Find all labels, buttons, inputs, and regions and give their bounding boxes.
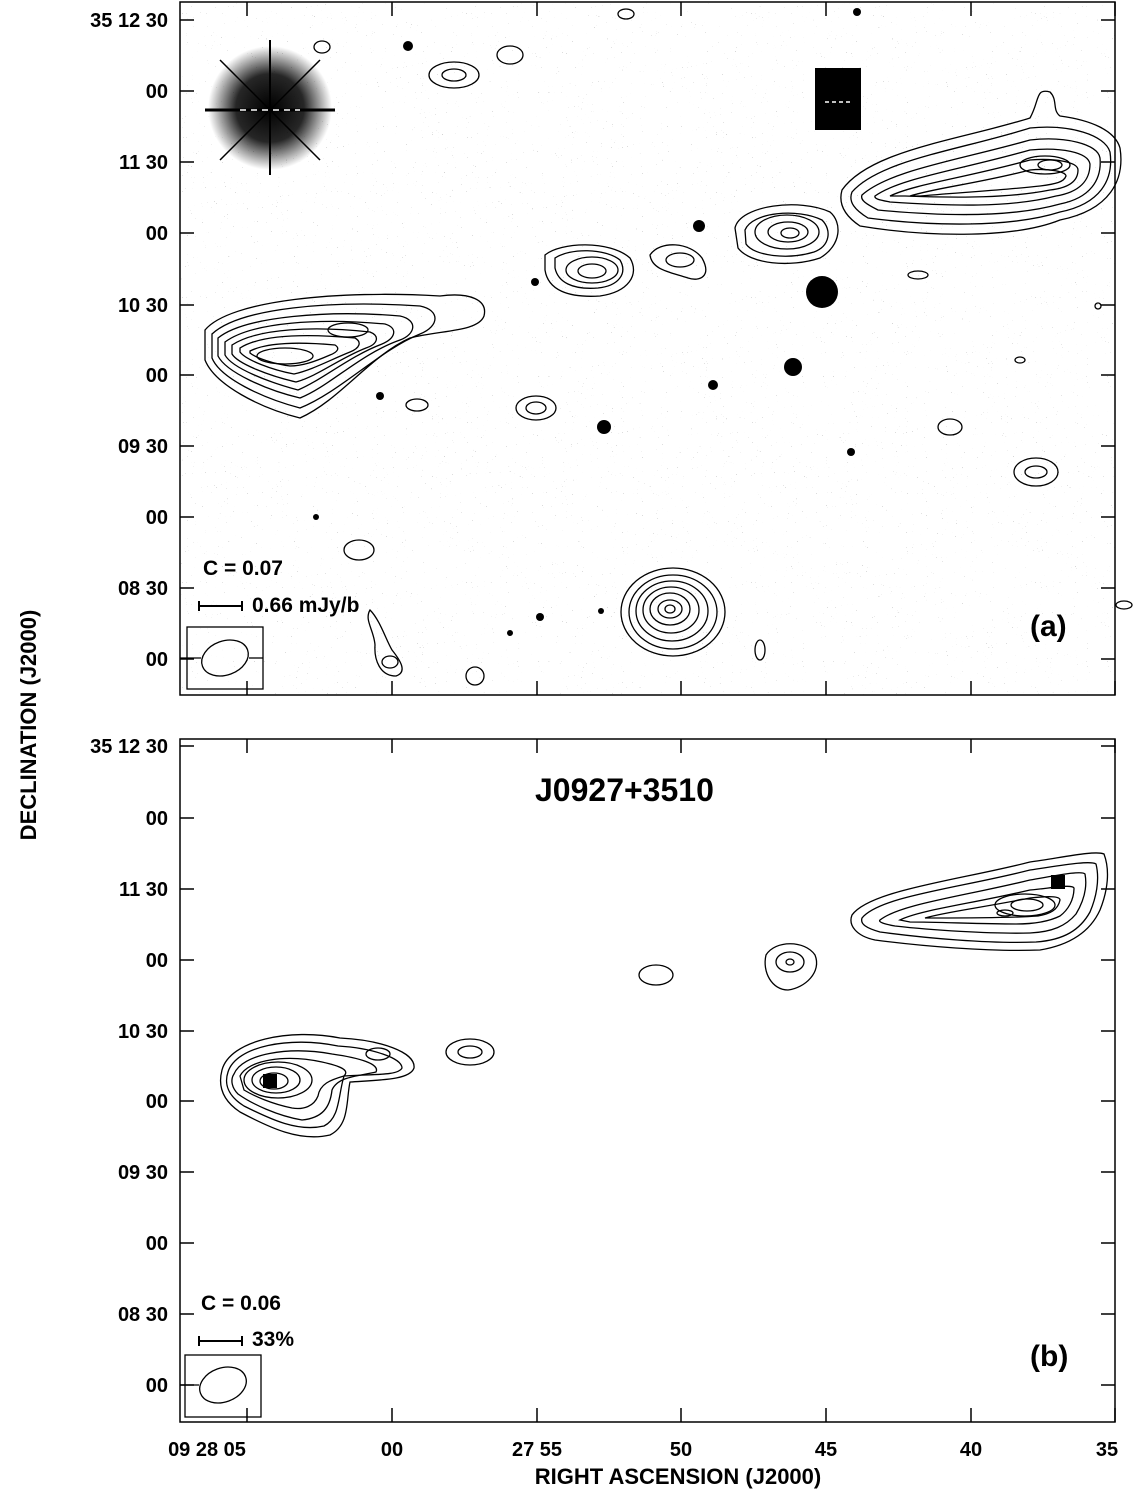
dec-tick-label: 09 30 [118,436,168,458]
ra-tick-label: 45 [815,1439,837,1461]
dec-tick-label: 00 [146,1091,168,1113]
y-axis-title: DECLINATION (J2000) [16,610,41,841]
panel-a: C = 0.07 0.66 mJy/b (a) [179,1,1133,696]
panel-b-vector-scale-label: 33% [252,1328,294,1351]
panel-b-contour-base: C = 0.06 [201,1292,281,1315]
optical-image-noise [180,2,1115,695]
dec-tick-label: 11 30 [119,152,168,174]
dec-tick-label: 10 30 [118,295,168,317]
ra-tick-labels: 09 28 05 00 27 55 50 45 40 35 [168,1439,1118,1461]
ra-tick-label: 50 [670,1439,692,1461]
dec-tick-label: 00 [146,81,168,103]
dec-tick-label: 11 30 [119,879,168,901]
dec-tick-label: 00 [146,950,168,972]
panel-a-label: (a) [1030,610,1067,643]
panel-a-ticks [180,2,1116,695]
panel-b-dec-tick-labels: 35 12 30 00 11 30 00 10 30 00 09 30 00 08 30 00 [90,736,168,1397]
dec-tick-label: 00 [146,1375,168,1397]
x-axis-title: RIGHT ASCENSION (J2000) [535,1464,821,1489]
source-name: J0927+3510 [535,772,714,808]
panel-b-vector-scale: 33% [198,1328,294,1351]
dec-tick-label: 00 [146,365,168,387]
dec-tick-label: 00 [146,808,168,830]
ra-tick-label: 35 [1096,1439,1118,1461]
dec-tick-label: 00 [146,1233,168,1255]
dec-tick-label: 08 30 [118,578,168,600]
panel-b-ticks [180,739,1116,1422]
ra-tick-label: 00 [381,1439,403,1461]
dec-tick-label: 09 30 [118,1162,168,1184]
dec-tick-label: 35 12 30 [90,10,168,32]
ra-tick-label: 40 [960,1439,982,1461]
dec-tick-label: 00 [146,223,168,245]
panel-a-vector-scale-label: 0.66 mJy/b [252,594,359,617]
dec-tick-label: 08 30 [118,1304,168,1326]
optical-host-marker-east [263,1074,277,1088]
panel-b-label: (b) [1030,1340,1068,1373]
panel-a-beam [180,626,264,690]
panel-b-frame [179,738,1116,1423]
dec-tick-label: 00 [146,649,168,671]
panel-b: C = 0.06 33% (b) J0927+3510 [179,738,1116,1423]
contours-panel-a [204,8,1133,686]
panel-a-frame [179,1,1116,696]
optical-host-marker-west [1051,875,1065,889]
dec-tick-label: 00 [146,507,168,529]
dec-tick-label: 10 30 [118,1021,168,1043]
optical-stars [205,8,861,636]
panel-a-contour-base: C = 0.07 [203,557,283,580]
panel-b-beam [180,1354,262,1418]
dec-tick-label: 35 12 30 [90,736,168,758]
panel-a-vector-scale: 0.66 mJy/b [198,594,359,617]
contours-panel-b [219,852,1109,1138]
ra-tick-label: 27 55 [512,1439,562,1461]
ra-tick-label: 09 28 05 [168,1439,246,1461]
panel-a-dec-tick-labels: 35 12 30 00 11 30 00 10 30 00 09 30 00 08 30 00 [90,10,168,671]
